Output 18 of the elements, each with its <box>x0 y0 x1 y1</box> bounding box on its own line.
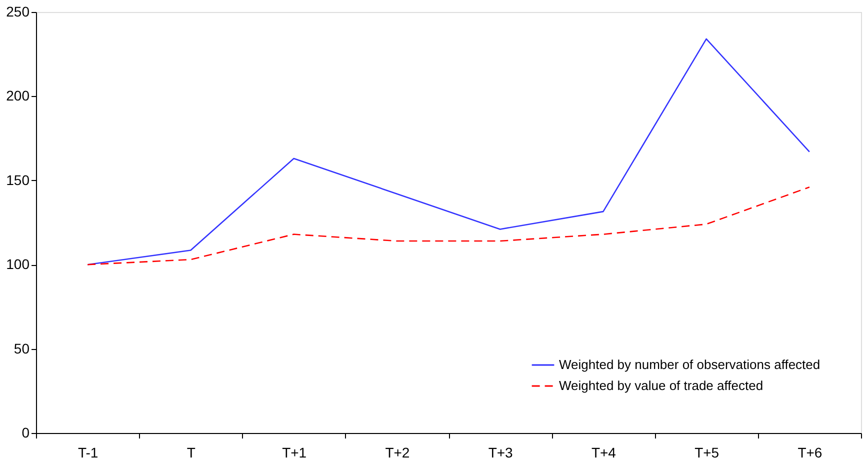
y-tick-label: 200 <box>6 88 30 104</box>
legend-label: Weighted by value of trade affected <box>559 378 764 393</box>
x-tick-label: T+3 <box>488 444 514 460</box>
x-tick-label: T+5 <box>694 444 720 460</box>
x-tick-label: T-1 <box>78 444 98 460</box>
legend-label: Weighted by number of observations affected <box>559 357 820 372</box>
y-tick-label: 250 <box>6 4 30 20</box>
x-tick-label: T+1 <box>282 444 307 460</box>
x-tick-label: T+4 <box>591 444 616 460</box>
line-series <box>86 186 810 266</box>
y-tick-label: 100 <box>6 256 30 272</box>
y-tick-label: 150 <box>6 172 30 188</box>
y-tick-label: 50 <box>14 340 30 356</box>
line-series <box>86 38 810 266</box>
x-tick-label: T+6 <box>798 444 822 460</box>
x-tick-label: T <box>186 444 196 460</box>
x-tick-label: T+2 <box>385 444 410 460</box>
y-tick-label: 0 <box>22 424 30 440</box>
